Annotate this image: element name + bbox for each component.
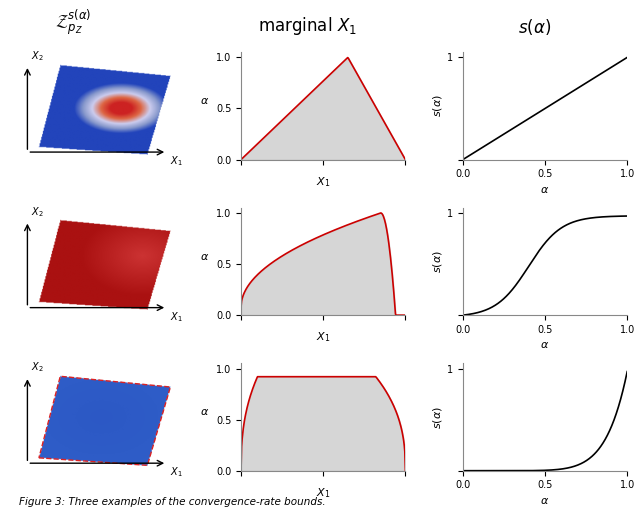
Y-axis label: $s(\alpha)$: $s(\alpha)$ (431, 250, 444, 273)
X-axis label: $X_1$: $X_1$ (316, 175, 330, 189)
X-axis label: $\alpha$: $\alpha$ (540, 185, 550, 195)
Y-axis label: $\alpha$: $\alpha$ (200, 407, 209, 417)
Text: $s(\alpha)$: $s(\alpha)$ (518, 17, 551, 37)
Text: $X_2$: $X_2$ (31, 360, 44, 374)
Text: $X_1$: $X_1$ (170, 465, 183, 479)
Text: Figure 3: Three examples of the convergence-rate bounds.: Figure 3: Three examples of the converge… (19, 497, 326, 507)
X-axis label: $X_1$: $X_1$ (316, 486, 330, 500)
Text: $X_1$: $X_1$ (170, 310, 183, 324)
X-axis label: $X_1$: $X_1$ (316, 331, 330, 344)
X-axis label: $\alpha$: $\alpha$ (540, 340, 550, 350)
Y-axis label: $s(\alpha)$: $s(\alpha)$ (431, 406, 444, 428)
Text: $\mathcal{Z}_{p_Z}^{s(\alpha)}$: $\mathcal{Z}_{p_Z}^{s(\alpha)}$ (56, 7, 92, 37)
Y-axis label: $s(\alpha)$: $s(\alpha)$ (431, 95, 444, 117)
Y-axis label: $\alpha$: $\alpha$ (200, 96, 209, 106)
X-axis label: $\alpha$: $\alpha$ (540, 496, 550, 506)
Y-axis label: $\alpha$: $\alpha$ (200, 252, 209, 262)
Text: marginal $X_1$: marginal $X_1$ (258, 15, 356, 37)
Text: $X_1$: $X_1$ (170, 154, 183, 168)
Text: $X_2$: $X_2$ (31, 205, 44, 219)
Text: $X_2$: $X_2$ (31, 49, 44, 63)
